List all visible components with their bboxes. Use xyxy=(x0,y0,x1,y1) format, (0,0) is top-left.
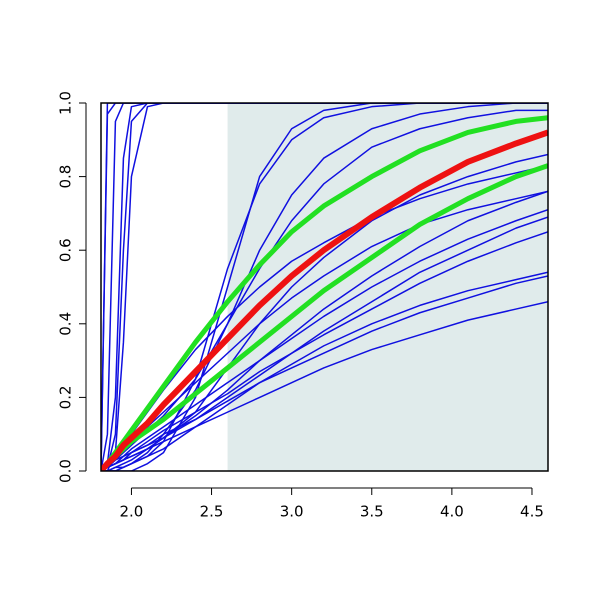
y-tick-label: 0.4 xyxy=(57,312,75,336)
plot-frame xyxy=(100,102,549,472)
y-tick-label: 0.2 xyxy=(57,385,75,409)
axes: 2.0 2.5 3.0 3.5 4.0 4.5 0.0 0.2 0.4 0.6 0.8 1.0 xyxy=(57,91,549,521)
x-tick-label: 2.0 xyxy=(120,503,144,521)
series-line xyxy=(101,129,548,471)
x-tick-label: 3.5 xyxy=(360,503,384,521)
series-line xyxy=(101,103,548,471)
series-line xyxy=(101,216,548,471)
series-line xyxy=(101,109,548,471)
series-line xyxy=(101,271,548,471)
x-tick-label: 2.5 xyxy=(200,503,224,521)
y-tick-label: 0.0 xyxy=(57,459,75,483)
x-tick-label: 4.0 xyxy=(440,503,464,521)
x-tick-label: 4.5 xyxy=(520,503,544,521)
series-line xyxy=(101,209,548,471)
x-tick-label: 3.0 xyxy=(280,503,304,521)
y-tick-label: 1.0 xyxy=(57,91,75,115)
series-line xyxy=(101,103,548,471)
series-line xyxy=(101,103,548,471)
y-tick-label: 0.8 xyxy=(57,165,75,189)
plot-area xyxy=(101,103,548,471)
series-line xyxy=(101,103,548,471)
series-line xyxy=(101,231,548,471)
y-tick-label: 0.6 xyxy=(57,238,75,262)
series-line xyxy=(101,103,548,471)
